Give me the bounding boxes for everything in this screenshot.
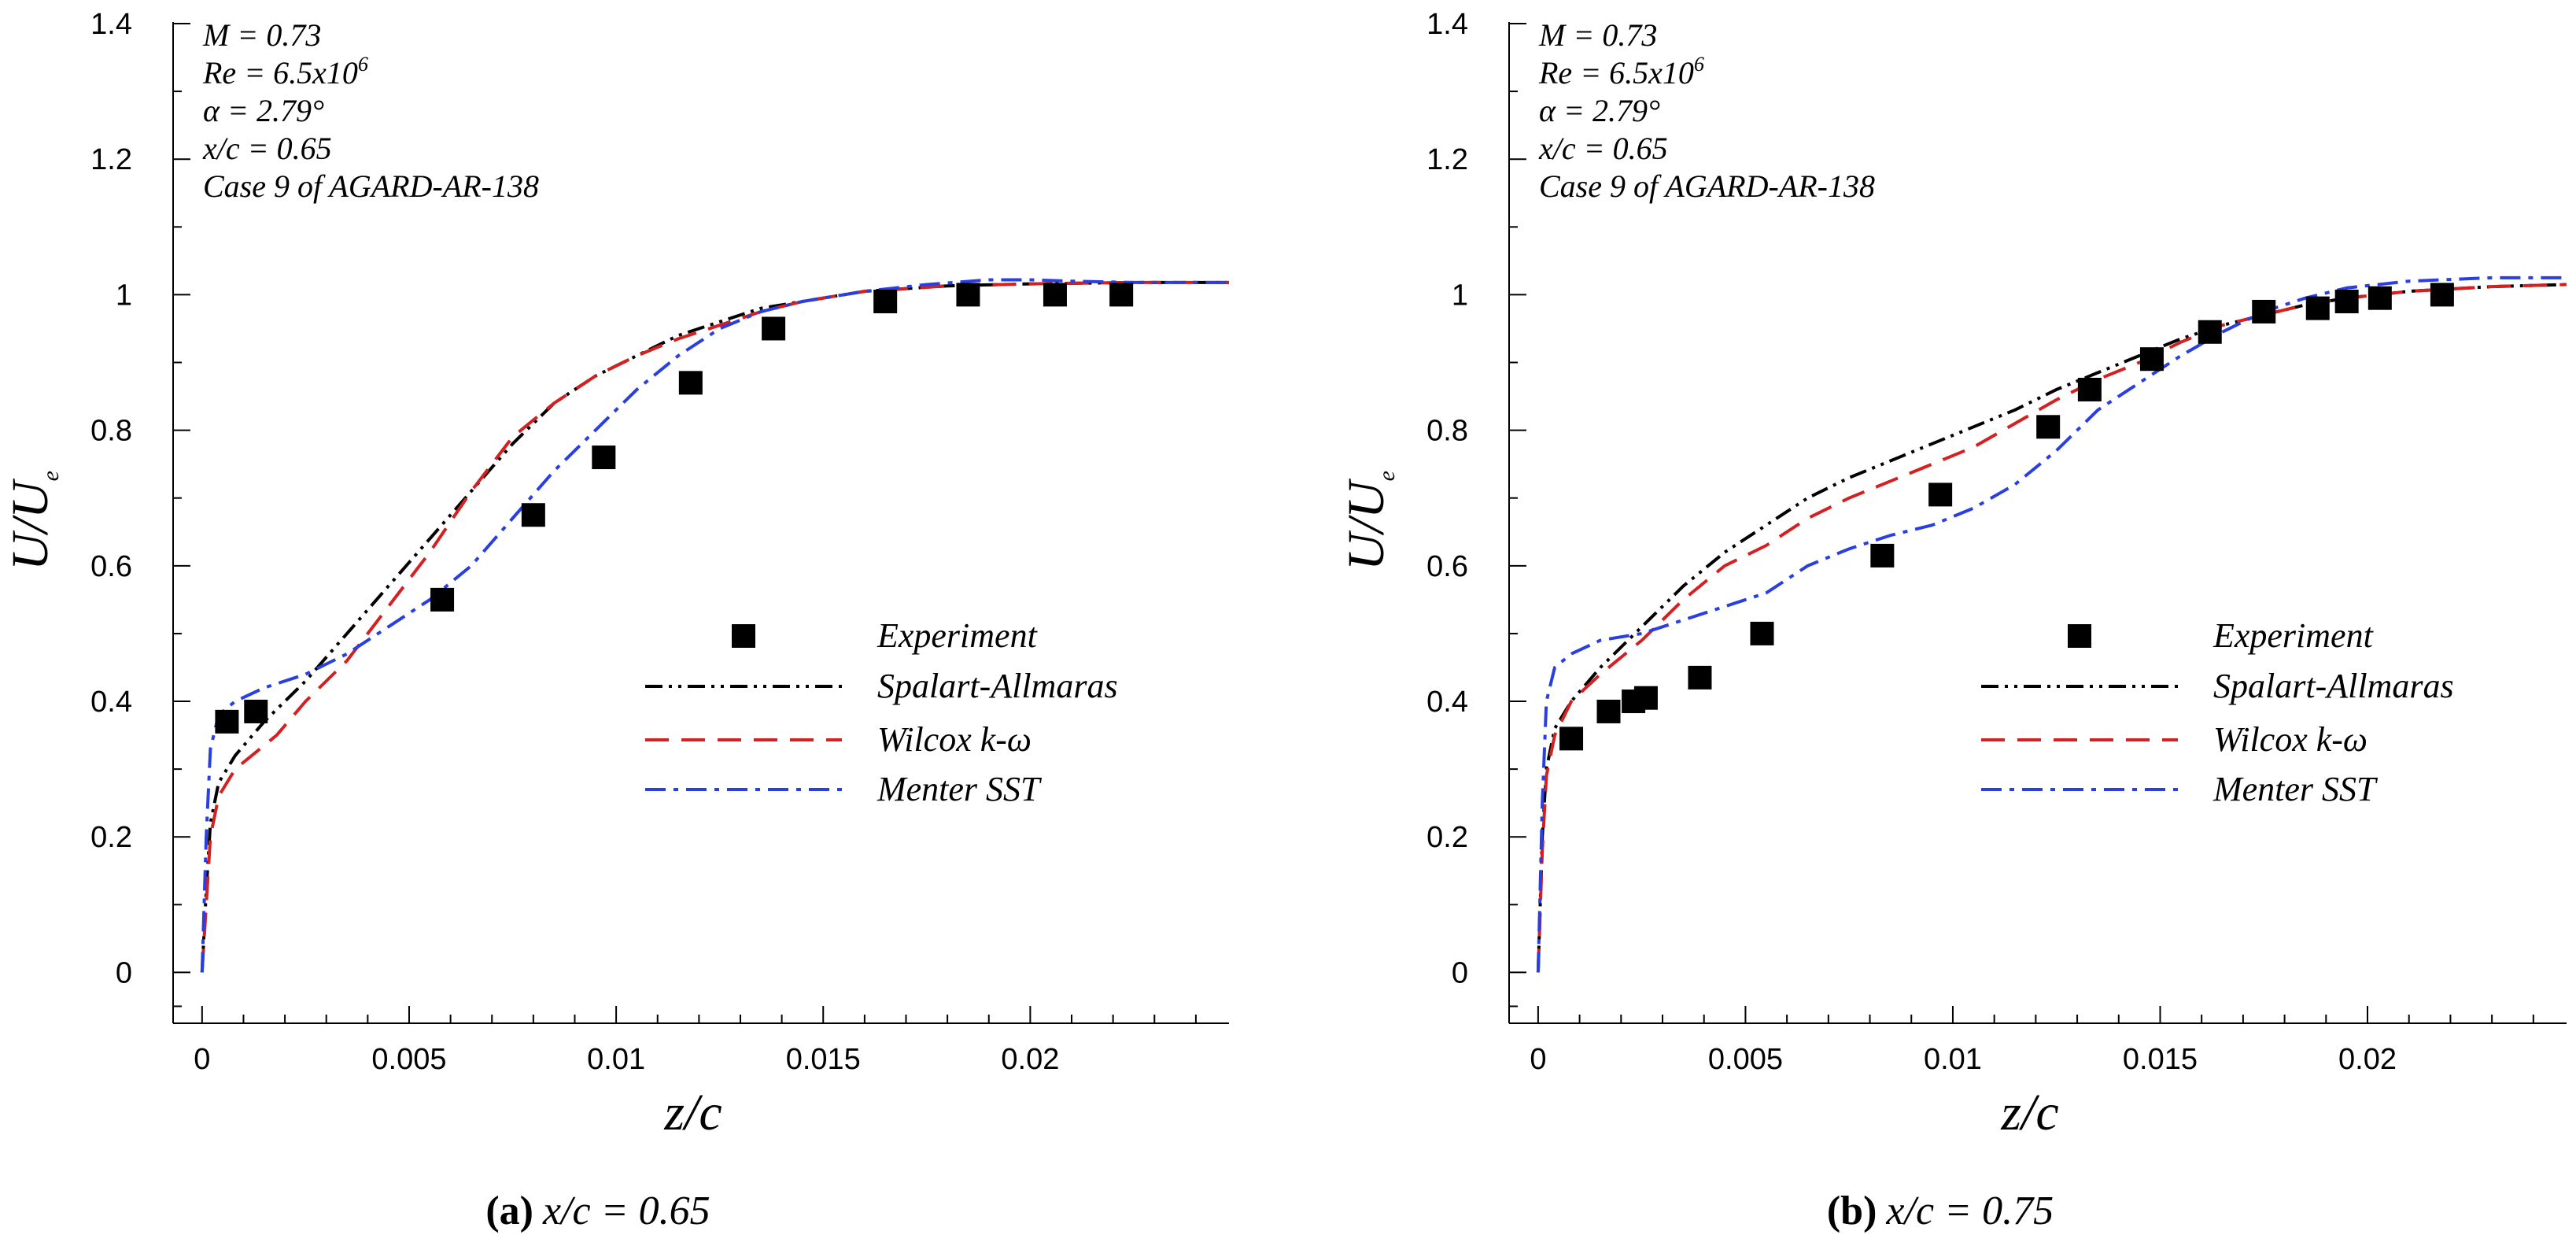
x-tick-label: 0 [194, 1043, 210, 1076]
y-tick-label: 0 [116, 956, 132, 989]
y-tick-label: 1 [116, 279, 132, 312]
y-tick-label: 0.6 [90, 550, 132, 583]
y-tick-label: 1.2 [90, 143, 132, 176]
y-tick-label: 1.2 [1426, 143, 1468, 176]
annotation-line: Re = 6.5x106 [1538, 53, 1704, 91]
experiment-marker [1109, 283, 1134, 307]
x-tick-label: 0.01 [1924, 1043, 1982, 1076]
experiment-marker [1688, 665, 1712, 690]
caption-label: (b) [1827, 1189, 1877, 1233]
experiment-marker [956, 283, 980, 307]
experiment-marker [1559, 727, 1584, 751]
legend-label-wilcox: Wilcox k-ω [2213, 720, 2367, 759]
experiment-marker [2036, 415, 2061, 439]
x-tick-label: 0.015 [786, 1043, 861, 1076]
y-axis-label-subscript: e [1374, 471, 1400, 481]
y-tick-label: 0 [1452, 956, 1468, 989]
y-axis-label-subscript: e [38, 471, 64, 481]
panel-caption: (b) x/c = 0.75 [1827, 1189, 2054, 1233]
experiment-marker [2367, 286, 2392, 310]
experiment-marker [873, 290, 898, 314]
x-tick-label: 0.015 [2123, 1043, 2198, 1076]
x-tick-label: 0.005 [1708, 1043, 1783, 1076]
series-line-menter [200, 278, 1229, 973]
annotation-line: Case 9 of AGARD-AR-138 [203, 168, 539, 204]
y-tick-label: 0.2 [90, 821, 132, 854]
legend-label-sa: Spalart-Allmaras [877, 667, 1118, 705]
panel-caption: (a) x/c = 0.65 [485, 1189, 710, 1233]
experiment-marker [215, 709, 239, 734]
experiment-marker [2198, 320, 2222, 344]
x-tick-label: 0.02 [2338, 1043, 2397, 1076]
y-tick-label: 0.6 [1426, 550, 1468, 583]
annotation-line: α = 2.79° [1539, 93, 1660, 128]
series-line-sa [200, 280, 1229, 973]
annotation-line: M = 0.73 [1538, 17, 1657, 53]
y-tick-label: 0.8 [1426, 415, 1468, 448]
series-line-menter [1536, 275, 2567, 973]
series-line-sa [1536, 283, 2567, 973]
experiment-marker [2252, 299, 2276, 324]
caption-text: x/c = 0.75 [1885, 1189, 2054, 1233]
y-axis-label: U/Ue [2, 471, 64, 571]
annotation-superscript: 6 [1694, 53, 1704, 76]
legend-label-wilcox: Wilcox k-ω [877, 720, 1032, 759]
legend-marker-experiment [732, 624, 755, 648]
legend-label-sa: Spalart-Allmaras [2213, 667, 2454, 705]
experiment-marker [1750, 621, 1774, 645]
annotation-line: Re = 6.5x106 [202, 53, 368, 91]
annotation-line: Case 9 of AGARD-AR-138 [1539, 168, 1875, 204]
x-axis-label: z/c [663, 1084, 722, 1141]
annotation-line: x/c = 0.65 [202, 131, 332, 166]
chart-panel-a: 0 0.2 0.4 0.6 0.8 1 1.2 1.4 0 0.005 0.01 0.015 0.02 z… [2, 8, 1229, 1233]
x-tick-label: 0.01 [587, 1043, 645, 1076]
y-axis-label: U/Ue [1338, 471, 1400, 571]
y-tick-label: 1 [1452, 279, 1468, 312]
legend-marker-experiment [2068, 624, 2091, 648]
experiment-marker [678, 371, 703, 395]
experiment-marker [2430, 283, 2454, 307]
y-tick-label: 0.4 [1426, 686, 1468, 719]
experiment-marker [521, 503, 545, 527]
y-tick-label: 1.4 [90, 8, 132, 41]
experiment-marker [1928, 483, 1953, 507]
annotation-line: x/c = 0.65 [1538, 131, 1668, 166]
legend-label-menter: Menter SST [877, 770, 1043, 808]
experiment-marker [430, 587, 455, 612]
caption-label: (a) [485, 1189, 533, 1233]
x-tick-label: 0 [1530, 1043, 1546, 1076]
experiment-marker [1596, 699, 1621, 723]
series-line-wilcox [200, 280, 1229, 973]
chart-panel-b: 0 0.2 0.4 0.6 0.8 1 1.2 1.4 0 0.005 0.01 0.015 0.02 z… [1338, 8, 2567, 1233]
series-line-wilcox [1536, 283, 2567, 973]
annotation-line: M = 0.73 [202, 17, 321, 53]
legend-label-experiment: Experiment [877, 616, 1039, 655]
experiment-marker [2139, 347, 2164, 372]
experiment-marker [1633, 686, 1658, 710]
experiment-marker [2077, 377, 2102, 401]
experiment-marker [2334, 290, 2359, 314]
y-tick-label: 0.4 [90, 686, 132, 719]
experiment-marker [1870, 543, 1895, 568]
legend-label-menter: Menter SST [2212, 770, 2379, 808]
experiment-marker [592, 446, 616, 470]
legend-label-experiment: Experiment [2212, 616, 2375, 655]
x-tick-label: 0.005 [371, 1043, 446, 1076]
x-tick-label: 0.02 [1001, 1043, 1059, 1076]
x-axis-label: z/c [2000, 1084, 2058, 1141]
experiment-marker [244, 699, 268, 723]
annotation-superscript: 6 [358, 53, 368, 76]
y-tick-label: 1.4 [1426, 8, 1468, 41]
y-tick-label: 0.8 [90, 415, 132, 448]
y-tick-label: 0.2 [1426, 821, 1468, 854]
experiment-marker [762, 316, 786, 341]
caption-text: x/c = 0.65 [542, 1189, 710, 1233]
experiment-marker [2305, 296, 2330, 320]
annotation-line: α = 2.79° [203, 93, 324, 128]
experiment-marker [1043, 283, 1067, 307]
